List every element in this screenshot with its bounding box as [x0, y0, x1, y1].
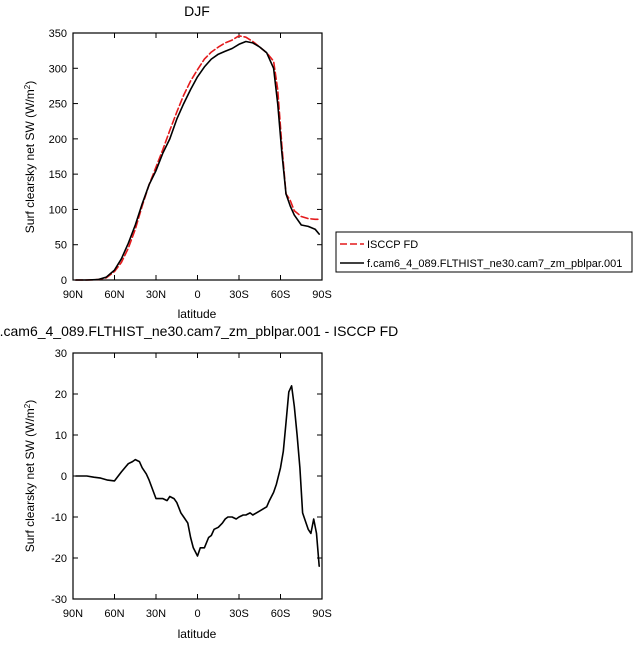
x-axis-label: latitude	[178, 627, 217, 641]
difference-chart: f.cam6_4_089.FLTHIST_ne30.cam7_zm_pblpar…	[0, 323, 398, 641]
y-axis-label: Surf clearsky net SW (W/m2)	[23, 81, 38, 233]
x-axis-label: latitude	[178, 307, 217, 321]
y-axis-label: Surf clearsky net SW (W/m2)	[23, 400, 38, 552]
y-tick-label: -20	[51, 553, 67, 565]
y-tick-label: 100	[49, 204, 67, 216]
series-line-0	[75, 384, 321, 568]
y-tick-label: 30	[55, 348, 67, 360]
x-tick-label: 90N	[63, 608, 83, 620]
y-axis-label-main: Surf clearsky net SW (W/m	[23, 408, 37, 552]
y-tick-label: 250	[49, 99, 67, 111]
series-group	[75, 34, 321, 281]
x-tick-label: 30N	[146, 608, 166, 620]
y-axis: -30 -20 -10 0 10 20 30	[51, 348, 322, 606]
x-tick-label: 90S	[312, 608, 332, 620]
y-axis-label-main: Surf clearsky net SW (W/m	[23, 89, 37, 233]
y-tick-label: 200	[49, 134, 67, 146]
legend-box	[335, 231, 633, 273]
y-tick-label: 350	[49, 28, 67, 40]
y-tick-label: 0	[61, 275, 67, 287]
x-axis: 90N 60N 30N 0 30S 60S 90S	[63, 33, 332, 301]
x-tick-label: 60S	[271, 289, 291, 301]
y-tick-label: 300	[49, 63, 67, 75]
x-tick-label: 0	[194, 289, 200, 301]
y-axis-label-sup: 2	[23, 403, 32, 408]
legend: ISCCP FD f.cam6_4_089.FLTHIST_ne30.cam7_…	[335, 231, 633, 273]
x-axis: 90N 60N 30N 0 30S 60S 90S	[63, 353, 332, 620]
x-tick-label: 60N	[104, 289, 124, 301]
y-tick-label: 150	[49, 169, 67, 181]
x-tick-label: 30S	[229, 608, 249, 620]
y-axis: 0 50 100 150 200 250 300 350	[49, 28, 322, 287]
y-tick-label: 10	[55, 430, 67, 442]
x-tick-label: 90N	[63, 289, 83, 301]
y-axis-label-close: )	[23, 81, 37, 85]
series-group	[75, 384, 321, 568]
x-tick-label: 60S	[271, 608, 291, 620]
series-line-1	[75, 40, 321, 281]
x-tick-label: 90S	[312, 289, 332, 301]
x-tick-label: 30S	[229, 289, 249, 301]
legend-entry-isccp: ISCCP FD	[367, 239, 418, 251]
y-axis-label-close: )	[23, 400, 37, 404]
legend-entry-model: f.cam6_4_089.FLTHIST_ne30.cam7_zm_pblpar…	[367, 258, 622, 270]
y-tick-label: -30	[51, 594, 67, 606]
chart-title: DJF	[184, 3, 210, 19]
x-tick-label: 0	[194, 608, 200, 620]
plot-frame	[72, 352, 323, 600]
y-tick-label: -10	[51, 512, 67, 524]
x-tick-label: 30N	[146, 289, 166, 301]
y-tick-label: 20	[55, 389, 67, 401]
djf-chart: DJF 0 50 100 150 200 250 300 350 90N 60N 30N 0 30S 6…	[23, 3, 332, 321]
y-tick-label: 0	[61, 471, 67, 483]
x-tick-label: 60N	[104, 608, 124, 620]
chart-title: f.cam6_4_089.FLTHIST_ne30.cam7_zm_pblpar…	[0, 323, 398, 339]
y-tick-label: 50	[55, 240, 67, 252]
y-axis-label-sup: 2	[23, 84, 32, 89]
